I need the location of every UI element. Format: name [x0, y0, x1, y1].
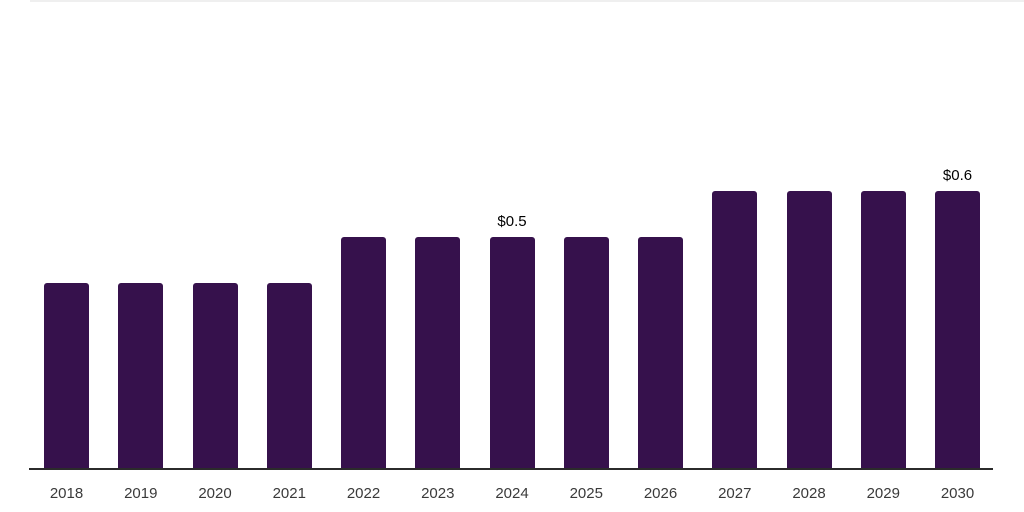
- x-tick-label-2027: 2027: [718, 485, 752, 502]
- x-tick-label-2019: 2019: [124, 485, 158, 502]
- bar-2030: [935, 190, 980, 469]
- x-tick-label-2025: 2025: [569, 485, 603, 502]
- x-tick-label-2030: 2030: [940, 485, 975, 502]
- x-tick-label-2021: 2021: [272, 485, 306, 502]
- bar-2025: [563, 237, 609, 469]
- x-tick-label-2018: 2018: [49, 485, 84, 502]
- bar-2021: [266, 283, 312, 469]
- bar-2019: [118, 283, 164, 469]
- top-divider-line: [30, 0, 1024, 2]
- bar-2023: [415, 237, 461, 469]
- bar-2028: [786, 190, 832, 469]
- value-label-2030: $0.6: [942, 166, 973, 184]
- bar-2024: [489, 237, 535, 469]
- bar-2020: [192, 283, 238, 469]
- x-axis-line: [29, 468, 993, 470]
- x-tick-label-2020: 2020: [198, 485, 232, 502]
- bar-2027: [712, 190, 758, 469]
- x-tick-label-2028: 2028: [792, 485, 826, 502]
- bar-2029: [860, 190, 906, 469]
- bar-2018: [44, 283, 89, 469]
- value-label-2024: $0.5: [497, 213, 527, 230]
- bar-2026: [638, 237, 683, 469]
- bar-2022: [341, 237, 386, 469]
- x-tick-label-2026: 2026: [643, 485, 678, 502]
- x-tick-label-2029: 2029: [866, 485, 900, 502]
- x-tick-label-2022: 2022: [346, 485, 381, 502]
- x-tick-label-2023: 2023: [421, 485, 455, 502]
- x-tick-label-2024: 2024: [495, 485, 529, 502]
